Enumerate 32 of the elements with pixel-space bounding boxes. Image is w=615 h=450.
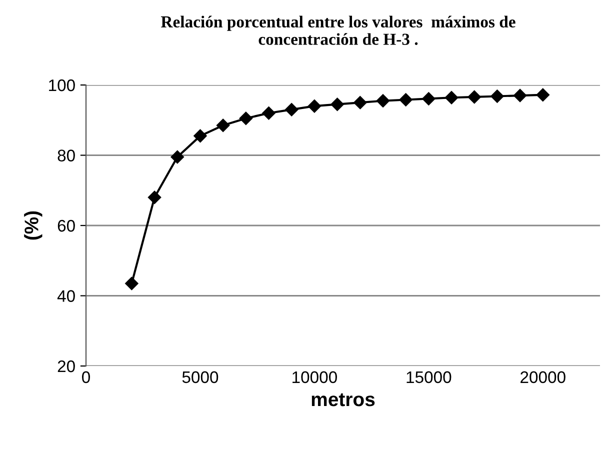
point — [194, 129, 207, 143]
point — [513, 88, 527, 102]
x-tick-label: 20000 — [520, 371, 566, 384]
point — [125, 276, 138, 290]
chart-title: Relación porcentual entre los valores máximos de concentración de H-3 . — [160, 16, 516, 45]
y-axis-title: (%) — [24, 211, 42, 240]
point — [148, 190, 162, 204]
y-tick-label: 40 — [57, 290, 75, 302]
y-tick-label: 80 — [58, 150, 75, 162]
x-tick-label: 5000 — [182, 371, 218, 384]
point — [262, 106, 276, 120]
point — [468, 90, 481, 104]
point — [285, 103, 298, 116]
point — [239, 112, 252, 125]
point — [216, 118, 230, 132]
point — [376, 94, 390, 108]
point — [354, 96, 367, 110]
y-tick-label: 100 — [49, 79, 75, 92]
x-axis-title: metros — [312, 393, 375, 406]
point — [308, 99, 322, 113]
y-tick-label: 20 — [58, 360, 75, 372]
x-tick-label: 0 — [82, 371, 90, 384]
point — [170, 150, 184, 164]
point — [422, 92, 436, 106]
point — [330, 98, 344, 111]
point — [444, 91, 458, 104]
point — [536, 88, 550, 102]
y-tick-label: 60 — [58, 220, 75, 232]
point — [490, 90, 504, 103]
point — [399, 93, 412, 106]
x-tick-label: 10000 — [292, 371, 337, 384]
x-tick-label: 15000 — [406, 371, 452, 384]
